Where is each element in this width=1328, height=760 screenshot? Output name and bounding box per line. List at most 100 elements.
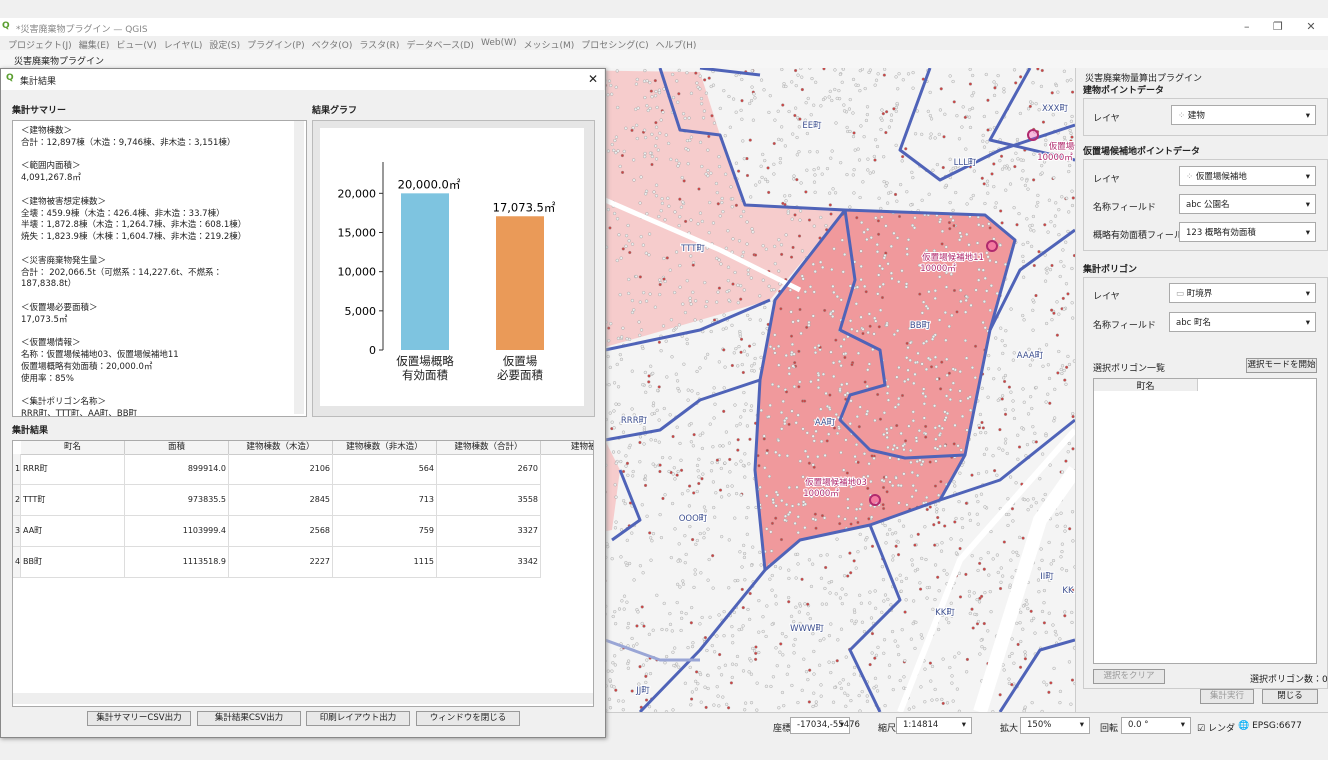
building-point	[695, 670, 699, 674]
building-point	[1008, 585, 1012, 589]
window-controls[interactable]: – ❐ ✕	[1244, 20, 1316, 33]
menu-item[interactable]: Web(W)	[480, 38, 517, 48]
building-point	[689, 621, 693, 625]
menu-item[interactable]: 設定(S)	[209, 41, 241, 51]
building-point	[640, 621, 644, 626]
scrollbar[interactable]	[294, 121, 304, 414]
building-point	[969, 197, 973, 201]
dialog-button[interactable]: 集計結果CSV出力	[197, 711, 301, 726]
site-layer-combo[interactable]: ⁘ 仮置場候補地	[1179, 166, 1316, 187]
column-header: 建物棟数（合計）	[437, 441, 541, 455]
building-point	[836, 638, 840, 642]
building-point	[658, 278, 662, 282]
building-point	[889, 190, 893, 194]
building-point	[675, 600, 679, 605]
polygon-name-combo[interactable]: abc 町名	[1169, 312, 1316, 333]
menu-item[interactable]: ラスタ(R)	[359, 41, 400, 51]
building-point	[882, 651, 886, 655]
building-point	[690, 389, 694, 393]
toolbar-plugin[interactable]: 災害廃棄物プラグイン	[14, 57, 105, 67]
building-point	[689, 440, 693, 444]
building-point	[1065, 365, 1069, 369]
building-point	[1046, 230, 1050, 234]
menu-item[interactable]: ヘルプ(H)	[655, 41, 697, 51]
dialog-close[interactable]: ✕	[588, 72, 599, 86]
building-point	[793, 213, 797, 217]
building-point	[922, 341, 926, 345]
menu-item[interactable]: メッシュ(M)	[523, 41, 575, 51]
run-button[interactable]: 集計実行	[1200, 689, 1254, 704]
zoom-field[interactable]: 150%	[1020, 717, 1090, 734]
building-point	[845, 173, 849, 177]
dialog-button[interactable]: ウィンドウを閉じる	[416, 711, 520, 726]
building-layer-combo[interactable]: ⁘ 建物	[1171, 105, 1316, 126]
menu-item[interactable]: プロジェクト(J)	[8, 41, 72, 51]
building-point	[839, 161, 843, 165]
close-button[interactable]: 閉じる	[1262, 689, 1318, 704]
building-point	[1036, 578, 1041, 582]
building-point	[1064, 122, 1068, 126]
building-point	[798, 307, 802, 312]
building-point	[662, 406, 666, 411]
menu-item[interactable]: レイヤ(L)	[163, 41, 203, 51]
building-point	[1035, 204, 1039, 208]
building-point	[859, 601, 863, 605]
building-point	[1004, 437, 1008, 441]
value-label: 20,000.0㎡	[398, 177, 461, 191]
building-point	[1069, 702, 1073, 706]
building-point	[621, 413, 625, 417]
clear-button[interactable]: 選択をクリア	[1093, 669, 1165, 684]
coord-field[interactable]: -17034,-55476	[790, 717, 860, 734]
menu-item[interactable]: ビュー(V)	[116, 41, 157, 51]
building-point	[748, 437, 752, 441]
menu-item[interactable]: データベース(D)	[406, 41, 474, 51]
area-field-combo[interactable]: 123 概略有効面積	[1179, 222, 1316, 243]
menu-item[interactable]: ベクタ(O)	[311, 41, 353, 51]
building-point	[702, 109, 706, 113]
menu-item[interactable]: プラグイン(P)	[247, 41, 305, 51]
building-point	[1067, 362, 1072, 367]
menu-item[interactable]: 編集(E)	[78, 41, 110, 51]
building-point	[657, 91, 662, 95]
render-check[interactable]: ☑ レンダ	[1197, 724, 1235, 734]
building-point	[896, 329, 900, 333]
building-point	[612, 685, 616, 689]
building-point	[610, 669, 614, 673]
building-point	[911, 175, 915, 180]
building-point	[940, 426, 944, 430]
building-point	[1071, 316, 1075, 320]
building-point	[993, 469, 997, 473]
dialog-button[interactable]: 集計サマリーCSV出力	[87, 711, 191, 726]
building-point	[768, 403, 772, 407]
building-point	[786, 211, 790, 215]
building-point	[867, 517, 871, 521]
building-point	[924, 424, 928, 429]
dialog-button[interactable]: 印刷レイアウト出力	[306, 711, 410, 726]
building-point	[939, 87, 943, 91]
name-field-combo[interactable]: abc 公園名	[1179, 194, 1316, 215]
building-point	[796, 296, 800, 300]
building-point	[1012, 416, 1017, 421]
building-point	[715, 300, 719, 304]
select-mode-button[interactable]: 選択モードを開始	[1246, 358, 1317, 373]
building-point	[672, 328, 676, 333]
building-point	[1069, 139, 1073, 143]
polygon-layer-combo[interactable]: ▭ 町境界	[1169, 283, 1316, 304]
crs[interactable]: 🌐 EPSG:6677	[1238, 721, 1302, 731]
building-point	[624, 234, 629, 238]
building-point	[1026, 240, 1030, 245]
building-point	[853, 665, 857, 670]
building-point	[731, 237, 735, 241]
building-point	[896, 540, 900, 544]
rotation-field[interactable]: 0.0 °	[1121, 717, 1191, 734]
building-point	[722, 89, 726, 93]
building-point	[848, 551, 852, 555]
menu-item[interactable]: プロセシング(C)	[581, 41, 649, 51]
building-point	[952, 480, 956, 484]
h-scrollbar[interactable]	[13, 693, 593, 704]
building-point	[863, 86, 867, 91]
scale-field[interactable]: 1:14814	[896, 717, 972, 734]
building-point	[931, 265, 935, 269]
menu-bar: プロジェクト(J) 編集(E) ビュー(V) レイヤ(L) 設定(S) プラグイン(P) ベ…	[0, 36, 1328, 51]
building-point	[981, 426, 985, 430]
